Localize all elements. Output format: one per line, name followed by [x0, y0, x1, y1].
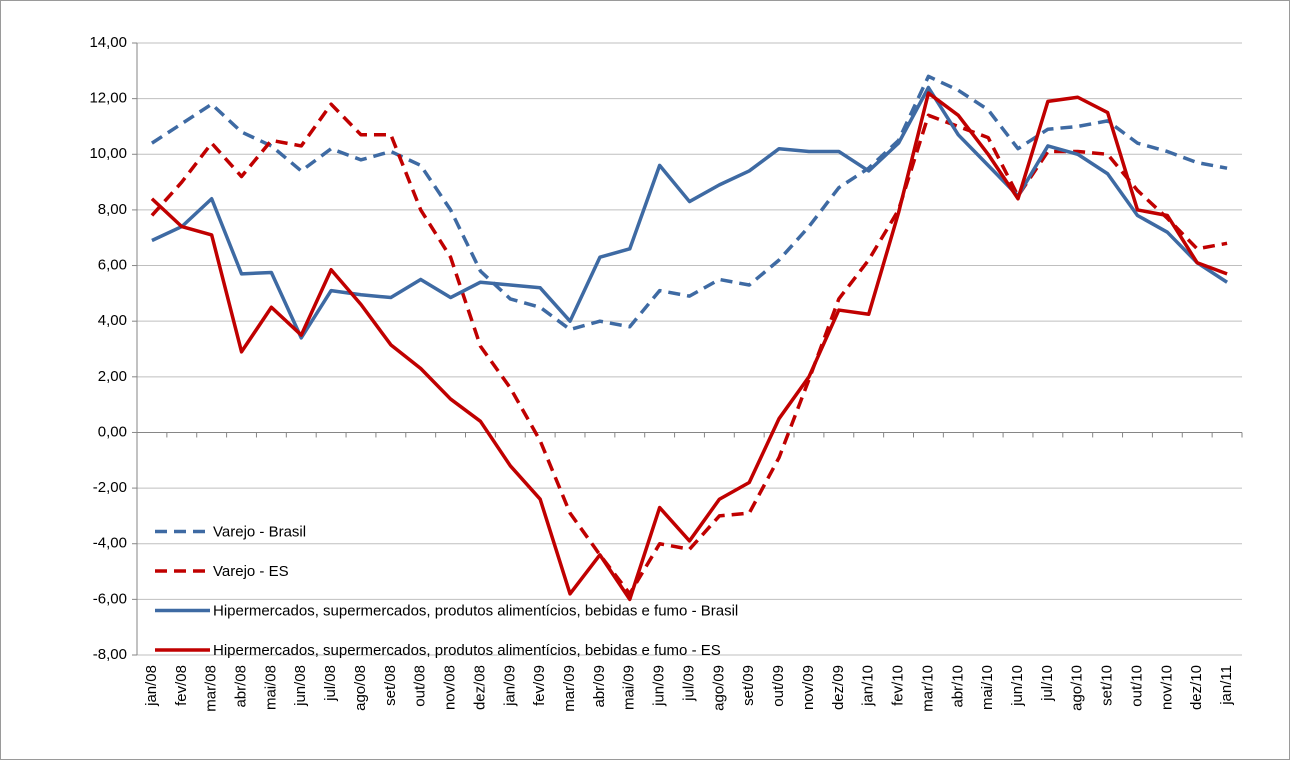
x-tick-label: fev/09	[531, 665, 548, 706]
x-tick-label: abr/09	[591, 665, 608, 708]
y-tick-label: 8,00	[98, 201, 127, 218]
x-tick-label: out/08	[412, 665, 429, 707]
x-tick-label: abr/08	[232, 665, 249, 708]
series-line	[150, 74, 1228, 332]
x-tick-label: jun/10	[1009, 665, 1026, 707]
x-tick-label: jul/09	[680, 665, 697, 702]
legend-label: Hipermercados, supermercados, produtos a…	[213, 602, 738, 619]
x-tick-label: set/08	[382, 665, 399, 706]
x-tick-label: ago/10	[1069, 665, 1086, 711]
x-tick-label: jun/08	[292, 665, 309, 707]
legend-label: Varejo - Brasil	[213, 523, 306, 540]
legend-label: Hipermercados, supermercados, produtos a…	[213, 642, 721, 659]
y-tick-label: 4,00	[98, 312, 127, 329]
x-tick-label: mar/08	[203, 665, 220, 712]
y-tick-label: -6,00	[93, 590, 127, 607]
x-tick-label: mar/09	[561, 665, 578, 712]
x-tick-label: dez/09	[830, 665, 847, 710]
x-tick-label: mar/10	[919, 665, 936, 712]
series-line	[151, 85, 1229, 340]
legend-label: Varejo - ES	[213, 563, 289, 580]
x-tick-label: ago/08	[352, 665, 369, 711]
x-tick-label: dez/10	[1188, 665, 1205, 710]
x-tick-label: jan/10	[860, 665, 877, 707]
y-tick-label: 14,00	[89, 34, 127, 51]
x-tick-label: ago/09	[710, 665, 727, 711]
x-tick-label: set/10	[1099, 665, 1116, 706]
x-tick-label: jul/08	[322, 665, 339, 702]
x-tick-label: jan/11	[1218, 665, 1235, 706]
y-tick-label: 10,00	[89, 145, 127, 162]
x-tick-label: nov/09	[800, 665, 817, 710]
x-tick-label: jun/09	[651, 665, 668, 707]
x-tick-label: jul/10	[1039, 665, 1056, 702]
y-tick-label: 12,00	[89, 90, 127, 107]
x-tick-label: out/10	[1128, 665, 1145, 707]
x-tick-label: mai/08	[262, 665, 279, 710]
x-tick-label: jan/09	[501, 665, 518, 707]
x-tick-label: nov/10	[1158, 665, 1175, 710]
x-tick-label: out/09	[770, 665, 787, 707]
series-line	[150, 102, 1228, 596]
y-tick-label: 6,00	[98, 257, 127, 274]
y-tick-label: -4,00	[93, 535, 127, 552]
x-tick-label: fev/08	[173, 665, 190, 706]
y-tick-label: -2,00	[93, 479, 127, 496]
x-tick-label: jan/08	[143, 665, 160, 707]
y-tick-label: -8,00	[93, 646, 127, 663]
x-tick-label: mai/10	[979, 665, 996, 710]
x-tick-label: set/09	[740, 665, 757, 706]
x-tick-label: fev/10	[890, 665, 907, 706]
y-tick-label: 0,00	[98, 423, 127, 440]
y-tick-label: 2,00	[98, 368, 127, 385]
x-tick-label: abr/10	[949, 665, 966, 708]
x-tick-label: dez/08	[471, 665, 488, 710]
x-tick-label: nov/08	[442, 665, 459, 710]
x-tick-label: mai/09	[621, 665, 638, 710]
series-line	[150, 91, 1228, 602]
